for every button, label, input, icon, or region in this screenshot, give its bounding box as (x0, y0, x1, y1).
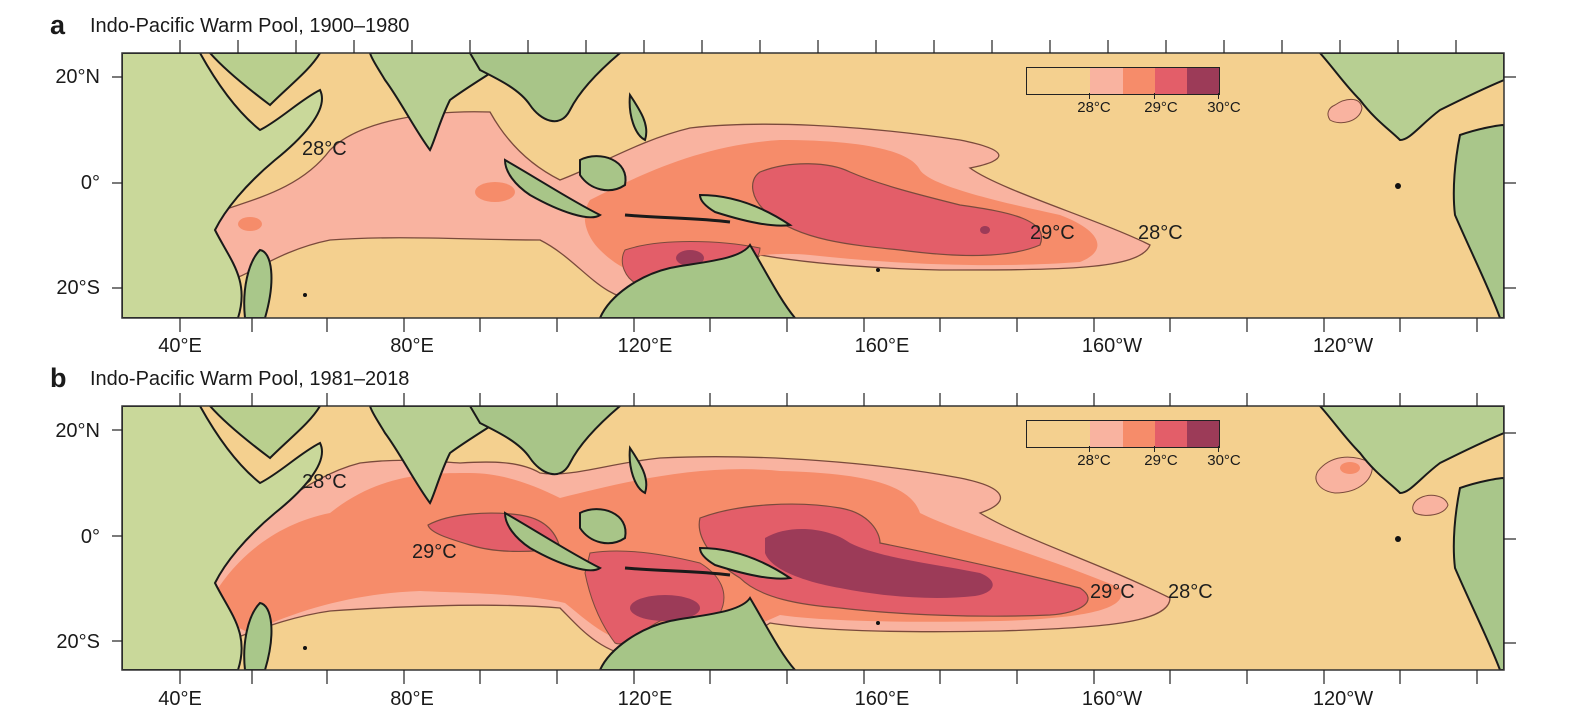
contour-label: 28°C (302, 138, 347, 160)
lat-label-20n: 20°N (55, 66, 100, 88)
lat-label-20s: 20°S (56, 277, 100, 299)
contour-label: 28°C (1168, 581, 1213, 603)
land-americas (1318, 53, 1504, 142)
colorbar-label-29: 29°C (1144, 452, 1178, 469)
lon-label-160w: 160°W (1081, 688, 1143, 710)
contour-label: 29°C (1090, 581, 1135, 603)
colorbar (1026, 420, 1220, 448)
lon-label-40e: 40°E (158, 335, 202, 357)
panel-letter: b (50, 363, 67, 393)
land-australia (598, 243, 797, 318)
lon-label-160e: 160°E (854, 335, 910, 357)
contour-label: 29°C (412, 541, 457, 563)
lon-label-40e: 40°E (158, 688, 202, 710)
land-india (368, 53, 522, 152)
lon-label-160w: 160°W (1081, 335, 1143, 357)
panel-title: Indo-Pacific Warm Pool, 1900–1980 (90, 15, 410, 37)
lat-label-20s: 20°S (56, 631, 100, 653)
map-a (112, 40, 1516, 332)
lon-label-120w: 120°W (1312, 688, 1374, 710)
colorbar-label-30: 30°C (1207, 452, 1241, 469)
colorbar (1026, 67, 1220, 95)
map-b (112, 393, 1516, 684)
panel-letter: a (50, 10, 66, 40)
lon-label-80e: 80°E (390, 335, 434, 357)
lon-label-120e: 120°E (617, 335, 673, 357)
colorbar-label-30: 30°C (1207, 99, 1241, 116)
contour-label: 28°C (1138, 222, 1183, 244)
contour-label: 29°C (1030, 222, 1075, 244)
panel-b: b Indo-Pacific Warm Pool, 1981–2018 (0, 353, 1575, 723)
panel-title: Indo-Pacific Warm Pool, 1981–2018 (90, 368, 410, 390)
contour-label: 28°C (302, 471, 347, 493)
panel-a: a Indo-Pacific Warm Pool, 1900–1980 (0, 0, 1575, 360)
lon-label-160e: 160°E (854, 688, 910, 710)
lat-label-20n: 20°N (55, 420, 100, 442)
lat-label-0: 0° (80, 172, 100, 194)
lon-label-80e: 80°E (390, 688, 434, 710)
lon-label-120e: 120°E (617, 688, 673, 710)
lon-label-120w: 120°W (1312, 335, 1374, 357)
colorbar-label-28: 28°C (1077, 452, 1111, 469)
lat-label-0: 0° (80, 526, 100, 548)
colorbar-label-28: 28°C (1077, 99, 1111, 116)
land-africa (122, 53, 323, 318)
colorbar-label-29: 29°C (1144, 99, 1178, 116)
